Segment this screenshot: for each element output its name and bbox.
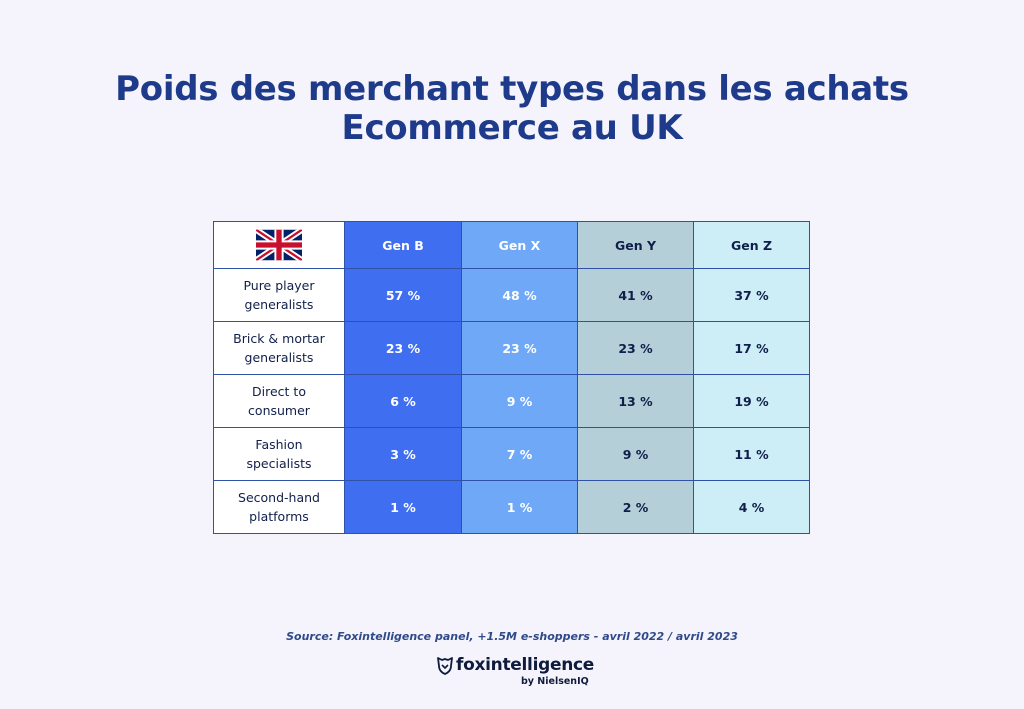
brand-name: foxintelligence [456,655,595,675]
chart-title: Poids des merchant types dans les achats… [0,70,1024,148]
table-cell: 1 % [461,480,578,534]
table-cell: 9 % [461,374,578,428]
column-header-gen-x: Gen X [461,221,578,269]
column-header-gen-y: Gen Y [577,221,694,269]
brand-logo: foxintelligence by NielsenIQ [437,655,597,691]
uk-flag-icon [256,229,302,261]
table-row: Fashion specialists 3 % 7 % 9 % 11 % [213,427,810,481]
data-table: Gen B Gen X Gen Y Gen Z Pure player gener… [213,221,810,534]
flag-cell [213,221,345,269]
chart-title-line-2: Ecommerce au UK [341,108,683,148]
table-cell: 19 % [693,374,810,428]
table-cell: 41 % [577,268,694,322]
table-row: Brick & mortar generalists 23 % 23 % 23 %… [213,321,810,375]
chart-title-line-1: Poids des merchant types dans les achats [115,69,909,109]
column-header-gen-z: Gen Z [693,221,810,269]
table-cell: 11 % [693,427,810,481]
table-cell: 23 % [577,321,694,375]
table-cell: 3 % [344,427,462,481]
column-header-gen-b: Gen B [344,221,462,269]
brand-subtitle: by NielsenIQ [521,676,589,687]
row-label: Brick & mortar generalists [213,321,345,375]
header-row: Gen B Gen X Gen Y Gen Z [213,221,810,269]
fox-shield-icon [437,657,453,675]
table-cell: 23 % [344,321,462,375]
table-cell: 9 % [577,427,694,481]
table-row: Direct to consumer 6 % 9 % 13 % 19 % [213,374,810,428]
table-cell: 6 % [344,374,462,428]
table-cell: 23 % [461,321,578,375]
table-row: Second-hand platforms 1 % 1 % 2 % 4 % [213,480,810,534]
table-cell: 7 % [461,427,578,481]
table-cell: 48 % [461,268,578,322]
source-note: Source: Foxintelligence panel, +1.5M e-s… [286,630,738,643]
table-cell: 37 % [693,268,810,322]
row-label: Second-hand platforms [213,480,345,534]
table-cell: 4 % [693,480,810,534]
row-label: Fashion specialists [213,427,345,481]
row-label: Pure player generalists [213,268,345,322]
row-label: Direct to consumer [213,374,345,428]
table-cell: 13 % [577,374,694,428]
table-row: Pure player generalists 57 % 48 % 41 % 37… [213,268,810,322]
table-cell: 1 % [344,480,462,534]
table-cell: 17 % [693,321,810,375]
table-cell: 2 % [577,480,694,534]
table-cell: 57 % [344,268,462,322]
